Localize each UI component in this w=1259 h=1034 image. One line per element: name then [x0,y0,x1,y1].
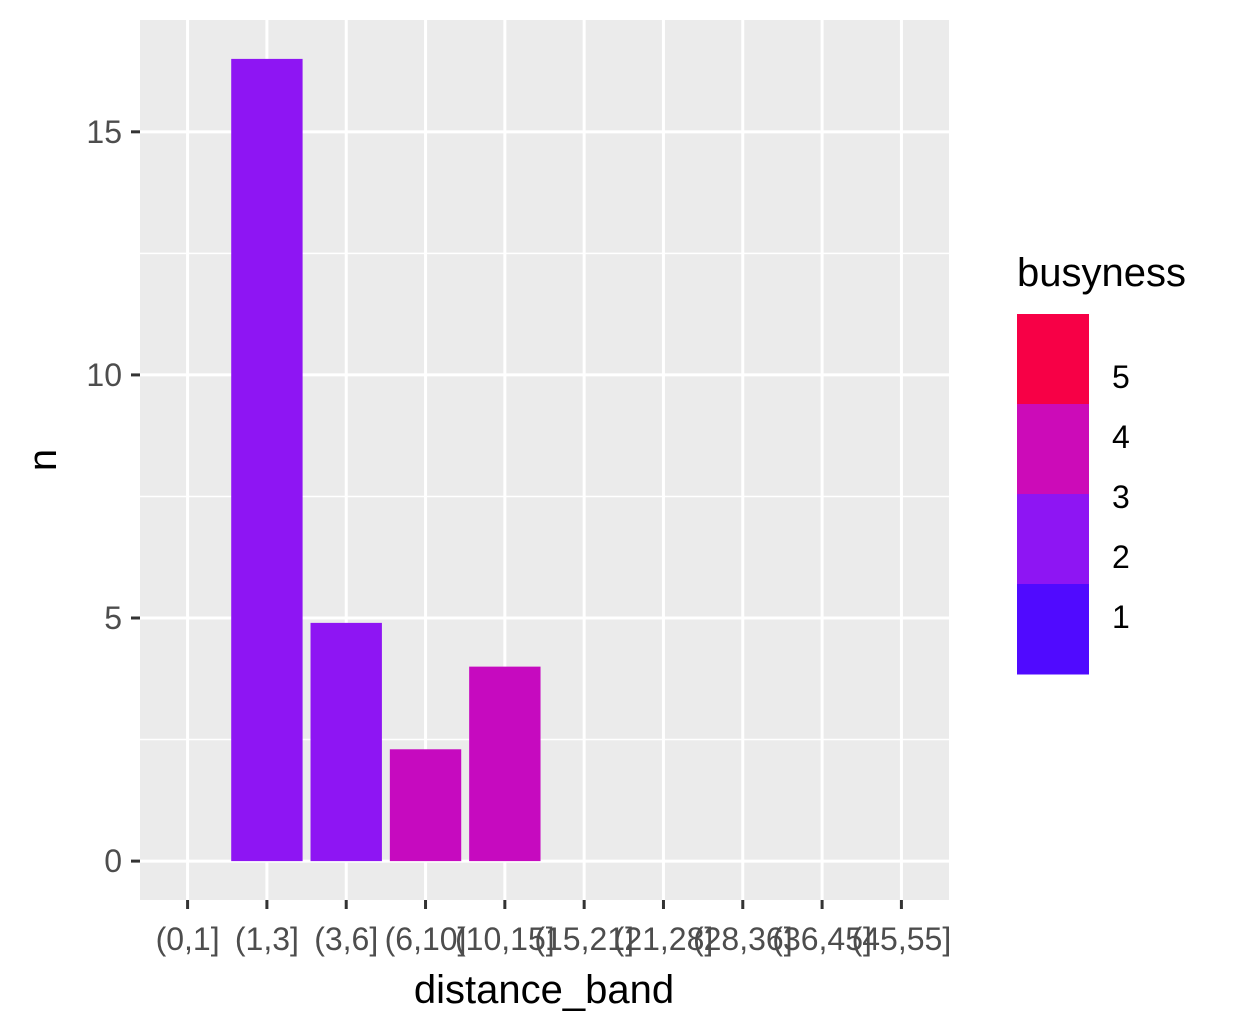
legend-colorbar [1017,314,1089,675]
legend-swatch [1017,494,1089,585]
legend-label: 4 [1112,419,1130,455]
y-axis: 0 5 10 15 [86,114,140,879]
x-tick-label: (0,1] [156,921,220,957]
x-tick-label: (15,21] [534,921,634,957]
bar-(10,15] [469,666,541,862]
bar-(3,6] [310,622,382,862]
legend-swatch [1017,314,1089,405]
x-axis-title: distance_band [414,968,674,1012]
x-tick-label: (28,36] [693,921,793,957]
x-tick-label: (36,45] [772,921,872,957]
bar-(6,10] [389,749,462,862]
x-tick-label: (10,15] [455,921,555,957]
x-axis: (0,1] (1,3] (3,6] (6,10](10,15](15,21](21,2… [156,900,952,957]
legend-swatch [1017,584,1089,675]
y-tick-label: 10 [86,357,122,393]
x-tick-label: (45,55] [852,921,952,957]
y-tick-label: 5 [104,600,122,636]
x-tick-label: (3,6] [314,921,378,957]
bars [231,58,541,862]
bar-(1,3] [231,58,303,862]
y-tick-label: 15 [86,114,122,150]
y-axis-title: n [21,449,65,471]
legend-labels: 5 4 3 2 1 [1112,359,1130,635]
legend-label: 3 [1112,479,1130,515]
legend: busyness 5 4 3 2 1 [1017,251,1186,675]
legend-label: 2 [1112,539,1130,575]
legend-title: busyness [1017,251,1186,295]
legend-label: 1 [1112,599,1130,635]
y-tick-label: 0 [104,843,122,879]
legend-swatch [1017,404,1089,495]
x-tick-label: (6,10] [385,921,467,957]
x-tick-label: (1,3] [235,921,299,957]
x-tick-label: (21,28] [614,921,714,957]
legend-label: 5 [1112,359,1130,395]
